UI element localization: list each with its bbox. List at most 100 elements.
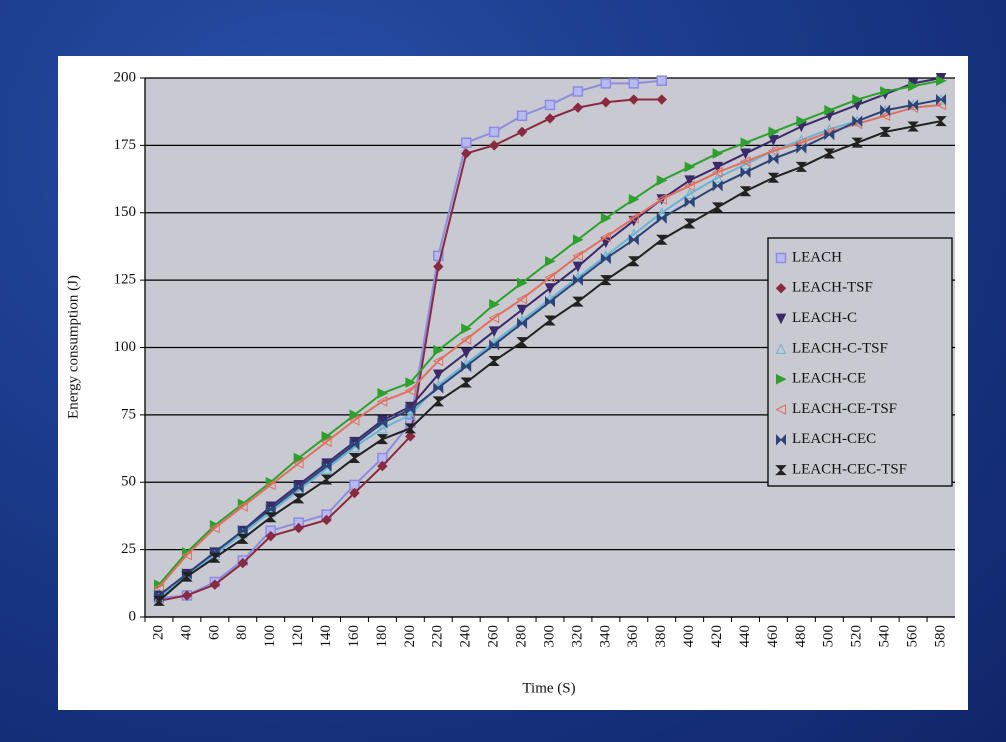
- data-point: [489, 339, 500, 351]
- data-point: [376, 434, 389, 445]
- data-point: [628, 212, 639, 224]
- data-point: [935, 116, 947, 127]
- data-point: [851, 137, 863, 148]
- y-tick-label: 25: [121, 541, 136, 557]
- data-point: [656, 75, 667, 86]
- data-point: [767, 145, 779, 157]
- y-tick-label: 200: [114, 69, 137, 85]
- y-tick-label: 75: [121, 406, 136, 422]
- data-point: [209, 522, 220, 534]
- data-point: [768, 153, 779, 165]
- x-tick-label: 280: [514, 625, 530, 648]
- data-point: [796, 115, 807, 127]
- data-point: [683, 218, 696, 229]
- data-point: [153, 595, 165, 606]
- data-point: [237, 557, 248, 569]
- data-point: [544, 99, 556, 111]
- data-point: [460, 347, 472, 359]
- data-point: [405, 403, 416, 416]
- data-point: [293, 452, 305, 464]
- data-point: [209, 579, 221, 590]
- data-point: [432, 369, 444, 381]
- data-point: [293, 481, 304, 494]
- y-tick-label: 150: [114, 204, 137, 220]
- data-point: [516, 337, 528, 348]
- data-point: [656, 193, 667, 205]
- y-tick-label: 175: [114, 137, 137, 153]
- data-point: [572, 234, 584, 246]
- data-point: [740, 137, 752, 148]
- data-point: [405, 431, 416, 442]
- data-point: [348, 414, 360, 426]
- data-point: [880, 86, 891, 97]
- data-point: [349, 438, 360, 451]
- data-point: [935, 99, 947, 111]
- legend-marker: [775, 313, 787, 325]
- data-point: [517, 277, 528, 289]
- data-point: [656, 234, 668, 245]
- data-point: [321, 514, 332, 526]
- data-point: [907, 121, 919, 132]
- data-point: [153, 582, 164, 593]
- data-point: [852, 115, 863, 127]
- series-line: [158, 103, 942, 589]
- legend-marker: [775, 404, 786, 415]
- data-point: [321, 460, 332, 472]
- data-point: [461, 360, 472, 373]
- data-point: [656, 212, 667, 224]
- legend-label: LEACH-CE: [792, 371, 866, 387]
- data-point: [516, 110, 528, 121]
- x-tick-label: 400: [681, 625, 697, 648]
- legend-label: LEACH-CEC-TSF: [792, 462, 907, 478]
- x-tick-label: 300: [541, 625, 557, 648]
- data-point: [460, 377, 472, 388]
- data-point: [711, 167, 723, 178]
- x-tick-label: 260: [486, 625, 502, 648]
- x-tick-label: 320: [569, 625, 585, 648]
- x-tick-label: 240: [458, 625, 474, 648]
- data-point: [572, 86, 584, 97]
- data-point: [517, 317, 528, 329]
- data-point: [293, 522, 304, 534]
- x-tick-label: 60: [206, 625, 222, 640]
- data-point: [908, 80, 919, 92]
- data-point: [908, 99, 919, 111]
- data-point: [545, 295, 555, 308]
- legend-marker: [776, 434, 786, 446]
- data-point: [320, 436, 332, 448]
- data-point: [572, 102, 584, 113]
- data-point: [684, 188, 695, 199]
- data-point: [740, 166, 751, 179]
- data-point: [795, 161, 808, 172]
- series-line: [158, 98, 942, 599]
- legend-label: LEACH-CE-TSF: [792, 401, 897, 417]
- y-axis-title: Energy consumption (J): [65, 275, 81, 419]
- data-point: [320, 474, 333, 485]
- data-point: [544, 315, 556, 326]
- data-point: [684, 196, 695, 208]
- data-point: [879, 126, 891, 137]
- data-point: [237, 533, 249, 544]
- data-point: [600, 231, 611, 243]
- data-point: [404, 423, 417, 434]
- x-tick-label: 520: [849, 625, 865, 648]
- legend-label: LEACH-C: [792, 310, 857, 326]
- data-point: [936, 93, 947, 106]
- x-tick-label: 20: [150, 625, 166, 640]
- data-point: [377, 422, 388, 434]
- data-point: [880, 104, 891, 117]
- data-point: [572, 261, 584, 273]
- x-tick-label: 560: [905, 625, 921, 648]
- data-point: [740, 158, 751, 170]
- data-point: [489, 299, 500, 310]
- legend-label: LEACH-C-TSF: [792, 340, 888, 356]
- y-tick-label: 100: [114, 339, 137, 355]
- chart-panel: Energy consumption (J) Time (S) 0 25 50 75 1…: [58, 56, 968, 710]
- data-point: [237, 501, 248, 512]
- legend-label: LEACH: [792, 249, 842, 265]
- x-tick-label: 580: [932, 625, 948, 648]
- data-point: [795, 137, 807, 148]
- x-tick-label: 160: [346, 625, 362, 648]
- data-point: [377, 460, 388, 472]
